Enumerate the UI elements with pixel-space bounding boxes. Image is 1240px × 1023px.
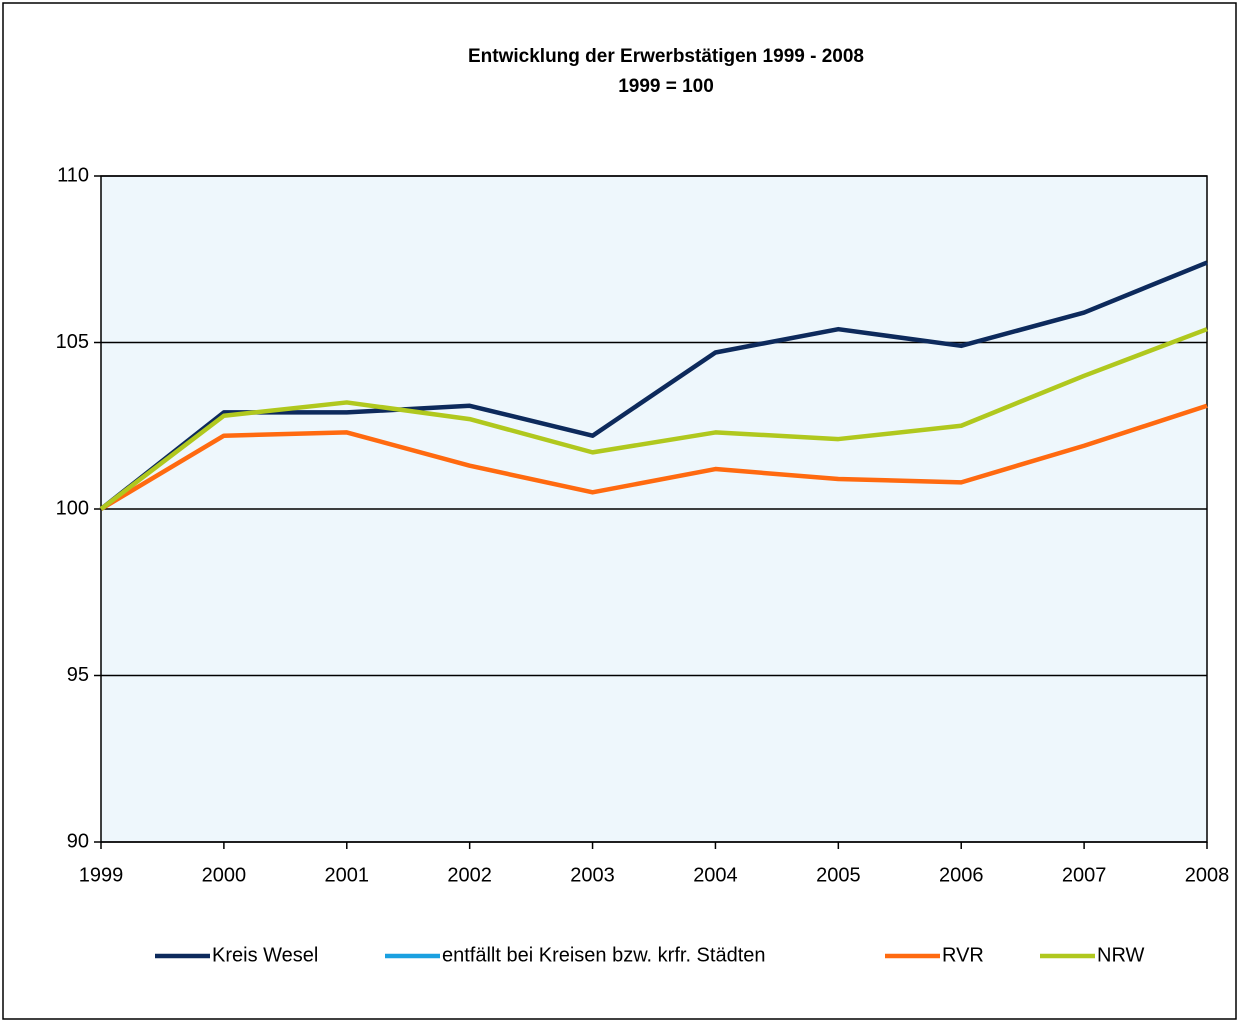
- chart-title: Entwicklung der Erwerbstätigen 1999 - 20…: [468, 46, 864, 67]
- legend-label: NRW: [1097, 944, 1145, 966]
- y-tick-label: 90: [67, 830, 89, 852]
- chart-subtitle: 1999 = 100: [618, 76, 714, 97]
- y-tick-label: 100: [56, 497, 89, 519]
- x-tick-label: 2001: [325, 864, 370, 886]
- x-tick-label: 2007: [1062, 864, 1107, 886]
- x-tick-label: 2006: [939, 864, 984, 886]
- legend-label: Kreis Wesel: [212, 944, 318, 966]
- x-tick-label: 1999: [79, 864, 124, 886]
- y-tick-label: 95: [67, 664, 89, 686]
- series-line: [99, 327, 1208, 511]
- series-line: [99, 403, 1208, 511]
- legend-label: RVR: [942, 944, 984, 966]
- x-tick-label: 2002: [447, 864, 492, 886]
- x-tick-label: 2008: [1185, 864, 1230, 886]
- y-tick-label: 110: [57, 164, 89, 186]
- legend-label: entfällt bei Kreisen bzw. krfr. Städten: [442, 944, 766, 966]
- x-tick-label: 2005: [816, 864, 861, 886]
- x-tick-label: 2004: [693, 864, 738, 886]
- series-line: [99, 260, 1208, 511]
- y-tick-label: 105: [56, 331, 89, 353]
- x-tick-label: 2003: [570, 864, 615, 886]
- x-tick-label: 2000: [202, 864, 247, 886]
